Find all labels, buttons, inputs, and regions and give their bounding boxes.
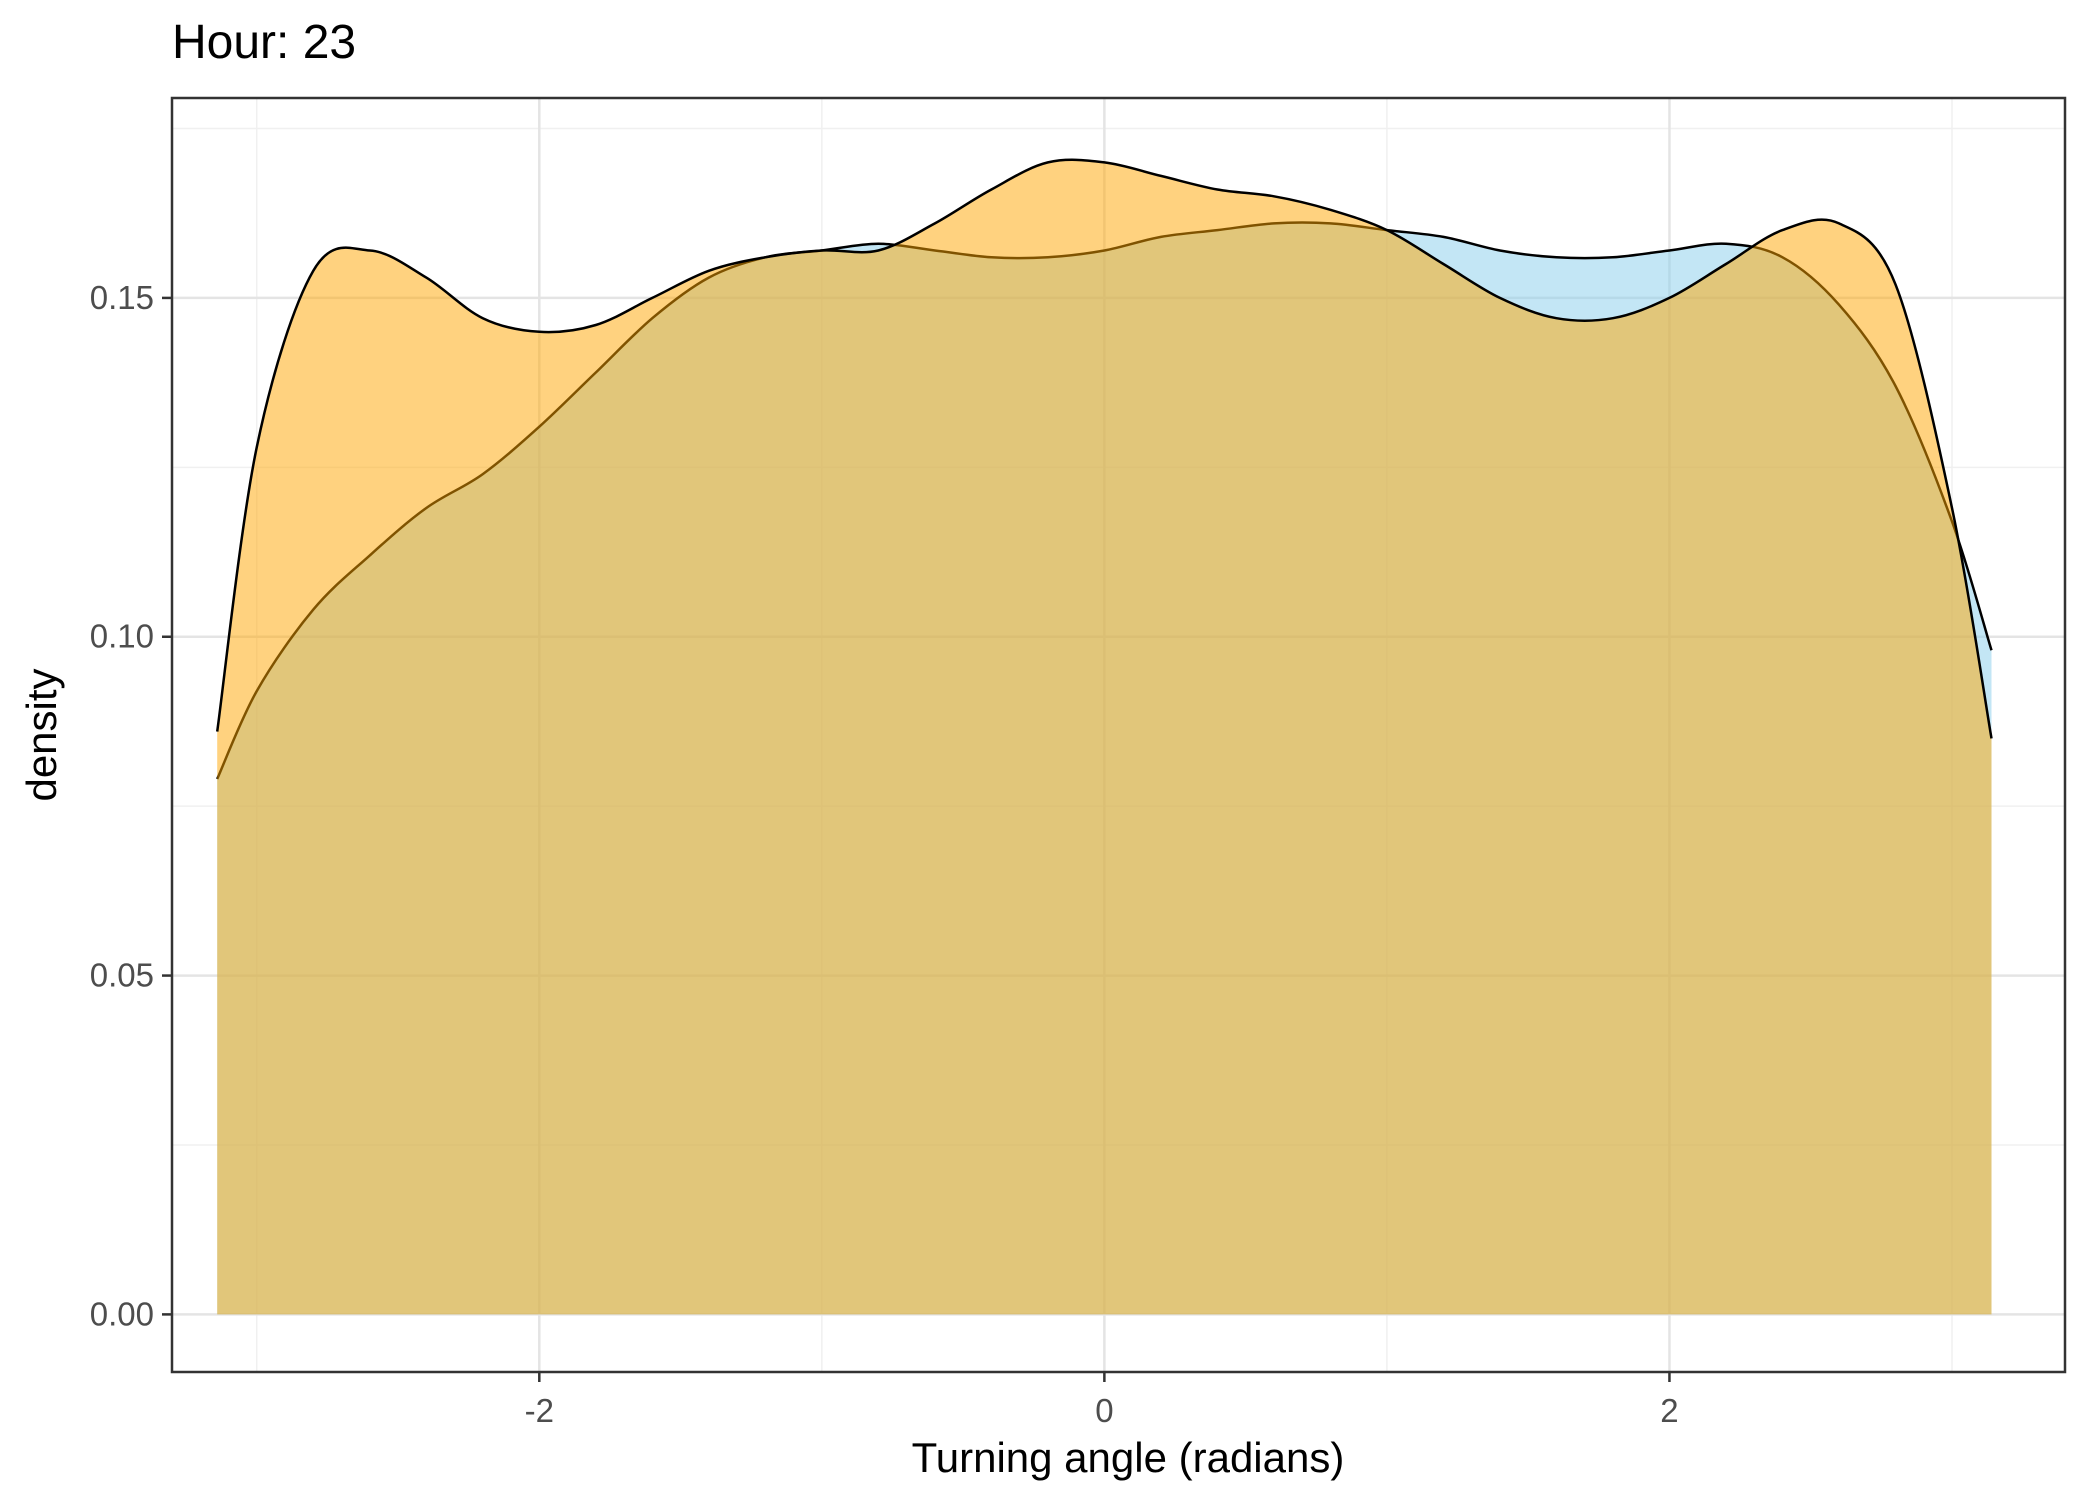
x-tick-label: -2 <box>525 1392 554 1429</box>
y-tick-label: 0.05 <box>90 957 154 994</box>
y-axis: 0.00 0.05 0.10 0.15 <box>90 279 172 1332</box>
chart-title: Hour: 23 <box>172 16 356 69</box>
series-layer <box>215 158 1993 1315</box>
x-axis-label: Turning angle (radians) <box>912 1434 1345 1481</box>
y-axis-label: density <box>18 668 65 801</box>
y-tick-label: 0.15 <box>90 279 154 316</box>
y-tick-label: 0.10 <box>90 618 154 655</box>
density-line-2 <box>215 158 1993 739</box>
panel-border <box>170 96 2067 1374</box>
x-axis: -2 0 2 <box>525 1372 1679 1429</box>
x-tick-label: 0 <box>1095 1392 1113 1429</box>
x-tick-label: 2 <box>1660 1392 1678 1429</box>
density-area-2 <box>217 159 1992 1315</box>
y-tick-label: 0.00 <box>90 1295 154 1332</box>
